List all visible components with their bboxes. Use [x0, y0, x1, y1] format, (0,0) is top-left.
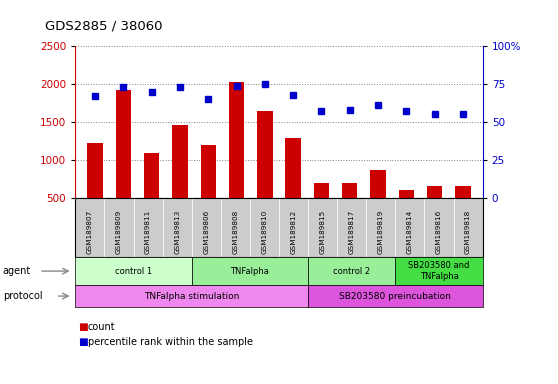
Text: percentile rank within the sample: percentile rank within the sample [88, 337, 253, 347]
Text: GSM189812: GSM189812 [291, 210, 296, 254]
Bar [455, 186, 470, 236]
Bar [172, 125, 188, 236]
Bar [285, 138, 301, 236]
Bar [342, 183, 358, 236]
Text: SB203580 and
TNFalpha: SB203580 and TNFalpha [408, 262, 470, 281]
Bar [427, 186, 442, 236]
Text: count: count [88, 322, 116, 332]
Text: GSM189817: GSM189817 [349, 210, 355, 254]
Text: control 1: control 1 [115, 266, 152, 276]
Text: GSM189818: GSM189818 [465, 210, 471, 254]
Text: GSM189813: GSM189813 [174, 210, 180, 254]
Text: GSM189806: GSM189806 [203, 210, 209, 254]
Text: protocol: protocol [3, 291, 42, 301]
Text: TNFalpha: TNFalpha [230, 266, 270, 276]
Text: GSM189816: GSM189816 [436, 210, 442, 254]
Text: ■: ■ [78, 322, 88, 332]
Text: TNFalpha stimulation: TNFalpha stimulation [144, 291, 239, 301]
Text: control 2: control 2 [333, 266, 371, 276]
Text: GSM189810: GSM189810 [262, 210, 267, 254]
Bar [229, 82, 244, 236]
Bar [144, 153, 160, 236]
Text: GSM189819: GSM189819 [378, 210, 384, 254]
Bar [88, 143, 103, 236]
Text: GDS2885 / 38060: GDS2885 / 38060 [45, 20, 162, 33]
Text: GSM189811: GSM189811 [145, 210, 151, 254]
Text: GSM189807: GSM189807 [87, 210, 93, 254]
Text: GSM189814: GSM189814 [407, 210, 413, 254]
Bar [370, 170, 386, 236]
Bar [398, 190, 414, 236]
Text: GSM189809: GSM189809 [116, 210, 122, 254]
Text: ■: ■ [78, 337, 88, 347]
Text: agent: agent [3, 266, 31, 276]
Text: GSM189815: GSM189815 [320, 210, 326, 254]
Text: SB203580 preincubation: SB203580 preincubation [339, 291, 451, 301]
Bar [257, 111, 273, 236]
Bar [116, 90, 131, 236]
Text: GSM189808: GSM189808 [232, 210, 238, 254]
Bar [200, 145, 216, 236]
Bar [314, 183, 329, 236]
